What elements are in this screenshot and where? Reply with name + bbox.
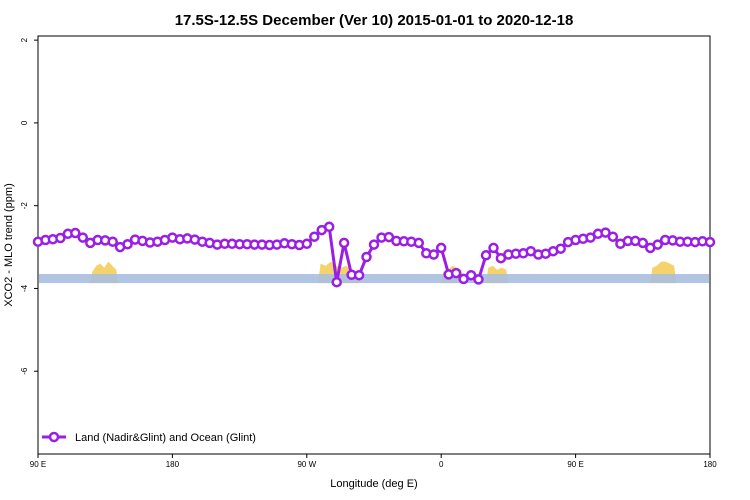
- legend-label: Land (Nadir&Glint) and Ocean (Glint): [75, 432, 256, 444]
- data-point: [107, 236, 118, 247]
- data-point: [413, 237, 425, 249]
- data-point: [555, 243, 566, 254]
- x-tick-label: 90 E: [30, 460, 46, 469]
- reference-band-rect: [39, 273, 709, 284]
- legend-marker: [48, 431, 60, 443]
- data-point: [301, 238, 313, 250]
- y-tick-label: 0: [20, 120, 29, 125]
- x-axis: 90 E 180 90 W 0 90 E 180: [30, 454, 717, 469]
- data-point: [122, 238, 133, 250]
- data-point: [331, 276, 342, 288]
- x-tick-label: 90 W: [297, 460, 316, 469]
- chart-title: 17.5S-12.5S December (Ver 10) 2015-01-01…: [175, 12, 574, 29]
- data-point: [353, 269, 365, 281]
- data-point: [338, 237, 350, 249]
- x-tick-label: 0: [439, 460, 444, 469]
- x-tick-label: 180: [703, 460, 717, 469]
- data-point: [323, 221, 335, 233]
- data-point: [428, 249, 439, 260]
- y-tick-label: -6: [20, 367, 29, 375]
- data-point: [368, 239, 380, 250]
- data-point: [70, 227, 81, 239]
- reference-band: [39, 273, 709, 284]
- x-tick-label: 90 E: [567, 460, 583, 469]
- data-point: [309, 231, 320, 242]
- data-point: [55, 232, 66, 244]
- y-tick-label: 2: [20, 37, 29, 42]
- data-point: [607, 231, 619, 242]
- data-point: [361, 251, 372, 263]
- data-point: [465, 269, 477, 281]
- y-tick-label: -4: [20, 284, 29, 292]
- x-tick-label: 180: [166, 460, 180, 469]
- data-point: [480, 250, 492, 261]
- legend: Land (Nadir&Glint) and Ocean (Glint): [42, 431, 256, 444]
- y-axis-label: XCO2 - MLO trend (ppm): [3, 183, 15, 306]
- data-point: [704, 236, 716, 248]
- data-point: [77, 232, 89, 243]
- data-point: [473, 274, 484, 285]
- data-point: [450, 267, 462, 279]
- y-axis: 2 0 -2 -4 -6: [20, 37, 38, 375]
- y-tick-label: -2: [20, 202, 29, 210]
- data-point: [600, 227, 611, 238]
- x-axis-label: Longitude (deg E): [330, 478, 417, 490]
- data-point: [637, 237, 649, 249]
- data-point: [488, 242, 499, 254]
- data-point: [652, 239, 663, 250]
- series-layer: [32, 221, 716, 288]
- data-point: [435, 242, 447, 254]
